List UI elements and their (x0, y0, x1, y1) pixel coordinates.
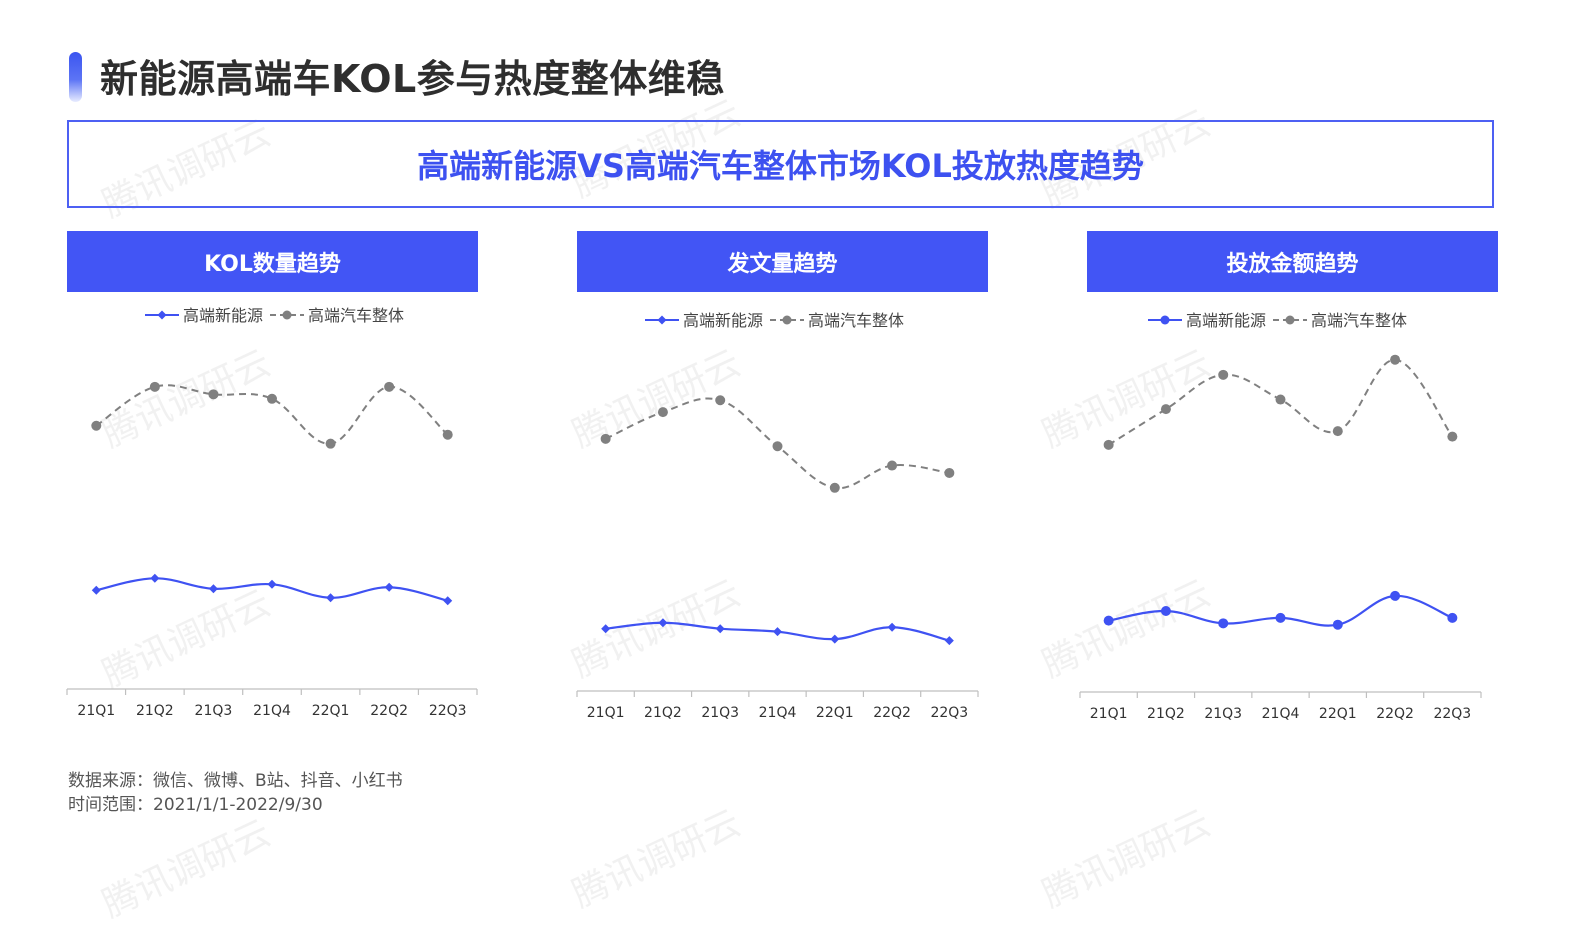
x-tick-label: 21Q1 (587, 705, 625, 721)
data-point (208, 389, 219, 400)
data-point (887, 460, 898, 471)
panel-header-spend: 投放金额趋势 (1087, 231, 1498, 292)
data-point (830, 634, 840, 644)
data-point (326, 593, 336, 603)
data-point (443, 596, 453, 606)
x-tick-label: 21Q3 (1204, 706, 1242, 722)
footer-source: 数据来源：微信、微博、B站、抖音、小红书 (68, 771, 403, 791)
legend-swatch-marker (157, 310, 167, 320)
data-point (887, 622, 897, 632)
x-tick-label: 22Q2 (1376, 706, 1414, 722)
data-point (658, 618, 668, 628)
data-point (1160, 404, 1171, 415)
banner-text: 高端新能源VS高端汽车整体市场KOL投放热度趋势 (417, 147, 1144, 185)
legend-swatch-marker (1160, 315, 1170, 325)
legend-label: 高端汽车整体 (1311, 311, 1407, 330)
legend-swatch-marker (782, 315, 792, 325)
data-point (1390, 590, 1401, 601)
data-point (267, 579, 277, 589)
x-tick-label: 21Q1 (1090, 706, 1128, 722)
x-tick-label: 22Q3 (429, 703, 467, 719)
panel-header-kol-count: KOL数量趋势 (67, 231, 478, 292)
line-chart-1: 21Q1 21Q2 21Q3 21Q4 22Q1 22Q2 22Q3 高端新能源 高端汽车整体 (576, 311, 979, 721)
x-tick-label: 21Q4 (1262, 706, 1300, 722)
legend-swatch-marker (1285, 315, 1295, 325)
data-point (1103, 439, 1114, 450)
data-point (944, 636, 954, 646)
data-point (829, 482, 840, 493)
panel-header-post-volume: 发文量趋势 (577, 231, 988, 292)
line-chart-2: 21Q1 21Q2 21Q3 21Q4 22Q1 22Q2 22Q3 高端新能源 高端汽车整体 (1079, 311, 1482, 722)
legend-swatch-marker (657, 315, 667, 325)
data-point (1275, 394, 1286, 405)
data-point (715, 395, 726, 406)
footer-period: 时间范围：2021/1/1-2022/9/30 (68, 795, 323, 815)
legend-label: 高端新能源 (683, 311, 763, 330)
data-point (657, 407, 668, 418)
legend-label: 高端汽车整体 (808, 311, 904, 330)
data-point (325, 438, 336, 449)
x-tick-label: 21Q2 (136, 703, 174, 719)
x-tick-label: 22Q2 (873, 705, 911, 721)
x-tick-label: 22Q3 (930, 705, 968, 721)
data-point (600, 433, 611, 444)
x-tick-label: 22Q1 (312, 703, 350, 719)
data-point (1390, 354, 1401, 365)
x-tick-label: 21Q1 (77, 703, 115, 719)
data-point (1160, 605, 1171, 616)
data-point (384, 381, 395, 392)
x-tick-label: 21Q3 (701, 705, 739, 721)
data-point (1218, 618, 1229, 629)
data-point (601, 624, 611, 634)
legend-label: 高端新能源 (1186, 311, 1266, 330)
page-title: 新能源高端车KOL参与热度整体维稳 (100, 57, 725, 101)
data-point (91, 420, 102, 431)
x-tick-label: 22Q1 (1319, 706, 1357, 722)
x-tick-label: 22Q2 (370, 703, 408, 719)
data-point (772, 441, 783, 452)
data-point (944, 467, 955, 478)
x-tick-label: 21Q4 (253, 703, 291, 719)
data-point (1218, 369, 1229, 380)
x-tick-label: 21Q2 (644, 705, 682, 721)
data-point (1332, 426, 1343, 437)
legend-swatch-marker (282, 310, 292, 320)
data-point (149, 381, 160, 392)
x-tick-label: 21Q2 (1147, 706, 1185, 722)
data-point (1103, 615, 1114, 626)
data-point (715, 624, 725, 634)
banner: 高端新能源VS高端汽车整体市场KOL投放热度趋势 (67, 120, 1494, 208)
data-point (208, 584, 218, 594)
legend-label: 高端汽车整体 (308, 306, 404, 325)
x-tick-label: 22Q3 (1433, 706, 1471, 722)
data-point (150, 573, 160, 583)
legend-label: 高端新能源 (183, 306, 263, 325)
data-point (1332, 619, 1343, 630)
data-point (442, 429, 453, 440)
data-point (267, 393, 277, 404)
data-point (773, 627, 782, 637)
data-point (91, 585, 101, 595)
x-tick-label: 21Q4 (759, 705, 797, 721)
line-chart-0: 21Q1 21Q2 21Q3 21Q4 22Q1 22Q2 22Q3 高端新能源 高端汽车整体 (66, 306, 478, 719)
x-tick-label: 21Q3 (195, 703, 233, 719)
data-point (1275, 612, 1286, 623)
title-accent-bar (69, 52, 82, 102)
x-tick-label: 22Q1 (816, 705, 854, 721)
data-point (1447, 612, 1458, 623)
data-point (1447, 431, 1458, 442)
data-point (384, 582, 394, 592)
